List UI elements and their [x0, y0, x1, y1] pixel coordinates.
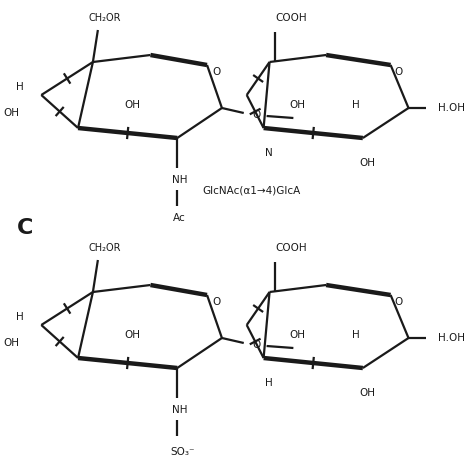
- Text: H: H: [16, 312, 24, 322]
- Text: OH: OH: [289, 100, 306, 110]
- Text: OH: OH: [360, 158, 376, 168]
- Text: SO₃⁻: SO₃⁻: [170, 447, 194, 457]
- Text: NH: NH: [172, 405, 187, 415]
- Text: H.OH: H.OH: [438, 333, 465, 343]
- Text: COOH: COOH: [276, 13, 307, 23]
- Text: OH: OH: [289, 330, 306, 340]
- Text: OH: OH: [360, 388, 376, 398]
- Text: O: O: [253, 110, 261, 120]
- Text: OH: OH: [124, 100, 140, 110]
- Text: OH: OH: [3, 108, 19, 118]
- Text: GlcNAc(α1→4)GlcA: GlcNAc(α1→4)GlcA: [202, 185, 301, 195]
- Text: O: O: [213, 297, 221, 307]
- Text: O: O: [394, 67, 403, 77]
- Text: NH: NH: [172, 175, 187, 185]
- Text: O: O: [213, 67, 221, 77]
- Text: C: C: [17, 218, 34, 238]
- Text: Ac: Ac: [173, 213, 185, 223]
- Text: CH₂OR: CH₂OR: [88, 13, 121, 23]
- Text: O: O: [253, 340, 261, 350]
- Text: OH: OH: [124, 330, 140, 340]
- Text: H: H: [265, 378, 272, 388]
- Text: H: H: [352, 330, 360, 340]
- Text: COOH: COOH: [276, 243, 307, 253]
- Text: N: N: [265, 148, 272, 158]
- Text: H.OH: H.OH: [438, 103, 465, 113]
- Text: OH: OH: [3, 338, 19, 348]
- Text: O: O: [394, 297, 403, 307]
- Text: H: H: [352, 100, 360, 110]
- Text: H: H: [16, 82, 24, 92]
- Text: CH₂OR: CH₂OR: [88, 243, 121, 253]
